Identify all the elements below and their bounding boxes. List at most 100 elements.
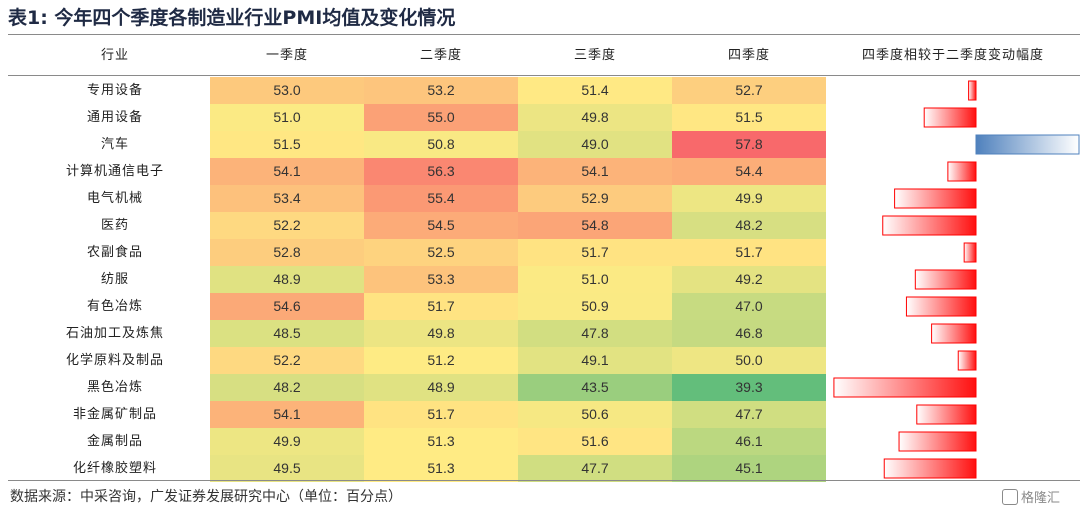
pmi-cell-q4: 47.7 — [672, 401, 826, 428]
pmi-cell-q2: 55.0 — [364, 104, 518, 131]
header-change: 四季度相较于二季度变动幅度 — [861, 48, 1044, 63]
pmi-cell-q4: 46.1 — [672, 428, 826, 455]
decrease-bar — [882, 215, 977, 236]
row-label: 黑色冶炼 — [86, 380, 143, 395]
pmi-cell-q2: 48.9 — [364, 374, 518, 401]
pmi-cell-q1: 48.5 — [210, 320, 364, 347]
watermark-text: 格隆汇 — [1021, 491, 1061, 506]
row-label: 医药 — [100, 218, 129, 233]
pmi-cell-q4: 52.7 — [672, 77, 826, 104]
decrease-bar — [957, 350, 977, 371]
pmi-cell-q3: 51.4 — [518, 77, 672, 104]
pmi-cell-q1: 54.1 — [210, 158, 364, 185]
pmi-cell-q2: 56.3 — [364, 158, 518, 185]
decrease-bar — [963, 242, 977, 263]
decrease-bar — [898, 431, 977, 452]
row-label: 金属制品 — [86, 434, 143, 449]
header-q2: 二季度 — [419, 48, 462, 63]
decrease-bar — [914, 269, 977, 290]
pmi-cell-q2: 51.2 — [364, 347, 518, 374]
increase-bar — [975, 134, 1080, 155]
pmi-cell-q4: 54.4 — [672, 158, 826, 185]
decrease-bar — [947, 161, 977, 182]
pmi-cell-q2: 50.8 — [364, 131, 518, 158]
pmi-cell-q4: 48.2 — [672, 212, 826, 239]
decrease-bar — [905, 296, 977, 317]
row-label: 化纤橡胶塑料 — [72, 461, 157, 476]
pmi-cell-q4: 49.9 — [672, 185, 826, 212]
pmi-cell-q3: 51.0 — [518, 266, 672, 293]
pmi-cell-q4: 51.5 — [672, 104, 826, 131]
row-label: 电气机械 — [86, 191, 143, 206]
pmi-cell-q1: 53.0 — [210, 77, 364, 104]
pmi-cell-q3: 47.8 — [518, 320, 672, 347]
watermark: 格隆汇 — [1002, 488, 1060, 510]
table-title: 表1: 今年四个季度各制造业行业PMI均值及变化情况 — [8, 7, 456, 29]
decrease-bar — [923, 107, 977, 128]
pmi-cell-q1: 54.6 — [210, 293, 364, 320]
pmi-cell-q1: 52.2 — [210, 212, 364, 239]
row-label: 有色冶炼 — [86, 299, 143, 314]
pmi-cell-q4: 50.0 — [672, 347, 826, 374]
row-label: 非金属矿制品 — [72, 407, 157, 422]
decrease-bar — [883, 458, 977, 479]
pmi-cell-q3: 52.9 — [518, 185, 672, 212]
pmi-cell-q4: 39.3 — [672, 374, 826, 401]
pmi-cell-q3: 49.1 — [518, 347, 672, 374]
row-label: 纺服 — [100, 272, 129, 287]
table-bottom-divider — [8, 480, 1080, 481]
decrease-bar — [833, 377, 977, 398]
pmi-cell-q4: 51.7 — [672, 239, 826, 266]
pmi-cell-q2: 51.7 — [364, 293, 518, 320]
header-q4: 四季度 — [727, 48, 770, 63]
pmi-cell-q3: 43.5 — [518, 374, 672, 401]
pmi-cell-q4: 47.0 — [672, 293, 826, 320]
decrease-bar — [968, 80, 977, 101]
header-divider — [8, 75, 1080, 76]
pmi-cell-q4: 45.1 — [672, 455, 826, 482]
pmi-cell-q2: 53.2 — [364, 77, 518, 104]
pmi-cell-q2: 51.3 — [364, 455, 518, 482]
pmi-cell-q4: 46.8 — [672, 320, 826, 347]
row-label: 石油加工及炼焦 — [65, 326, 164, 341]
pmi-cell-q1: 51.5 — [210, 131, 364, 158]
pmi-cell-q2: 54.5 — [364, 212, 518, 239]
pmi-cell-q1: 53.4 — [210, 185, 364, 212]
pmi-cell-q1: 48.2 — [210, 374, 364, 401]
decrease-bar — [931, 323, 977, 344]
data-source-note: 数据来源：中采咨询，广发证券发展研究中心（单位：百分点） — [10, 489, 402, 505]
title-divider — [8, 34, 1080, 35]
row-label: 化学原料及制品 — [65, 353, 164, 368]
pmi-cell-q4: 57.8 — [672, 131, 826, 158]
pmi-cell-q1: 49.5 — [210, 455, 364, 482]
pmi-cell-q1: 48.9 — [210, 266, 364, 293]
pmi-cell-q3: 49.0 — [518, 131, 672, 158]
pmi-cell-q2: 52.5 — [364, 239, 518, 266]
pmi-cell-q1: 52.2 — [210, 347, 364, 374]
pmi-cell-q3: 50.9 — [518, 293, 672, 320]
row-label: 计算机通信电子 — [65, 164, 164, 179]
header-industry: 行业 — [100, 48, 129, 63]
row-label: 专用设备 — [86, 83, 143, 98]
pmi-cell-q1: 54.1 — [210, 401, 364, 428]
pmi-cell-q3: 51.7 — [518, 239, 672, 266]
row-label: 汽车 — [100, 137, 129, 152]
pmi-cell-q3: 50.6 — [518, 401, 672, 428]
pmi-cell-q3: 54.1 — [518, 158, 672, 185]
pmi-cell-q4: 49.2 — [672, 266, 826, 293]
pmi-cell-q3: 54.8 — [518, 212, 672, 239]
pmi-cell-q1: 49.9 — [210, 428, 364, 455]
pmi-cell-q2: 55.4 — [364, 185, 518, 212]
decrease-bar — [916, 404, 977, 425]
pmi-cell-q1: 52.8 — [210, 239, 364, 266]
pmi-cell-q2: 51.3 — [364, 428, 518, 455]
watermark-logo-icon — [1002, 489, 1018, 505]
pmi-cell-q3: 49.8 — [518, 104, 672, 131]
decrease-bar — [894, 188, 977, 209]
pmi-cell-q2: 51.7 — [364, 401, 518, 428]
pmi-cell-q3: 47.7 — [518, 455, 672, 482]
pmi-cell-q3: 51.6 — [518, 428, 672, 455]
header-q1: 一季度 — [265, 48, 308, 63]
pmi-cell-q2: 53.3 — [364, 266, 518, 293]
pmi-cell-q1: 51.0 — [210, 104, 364, 131]
